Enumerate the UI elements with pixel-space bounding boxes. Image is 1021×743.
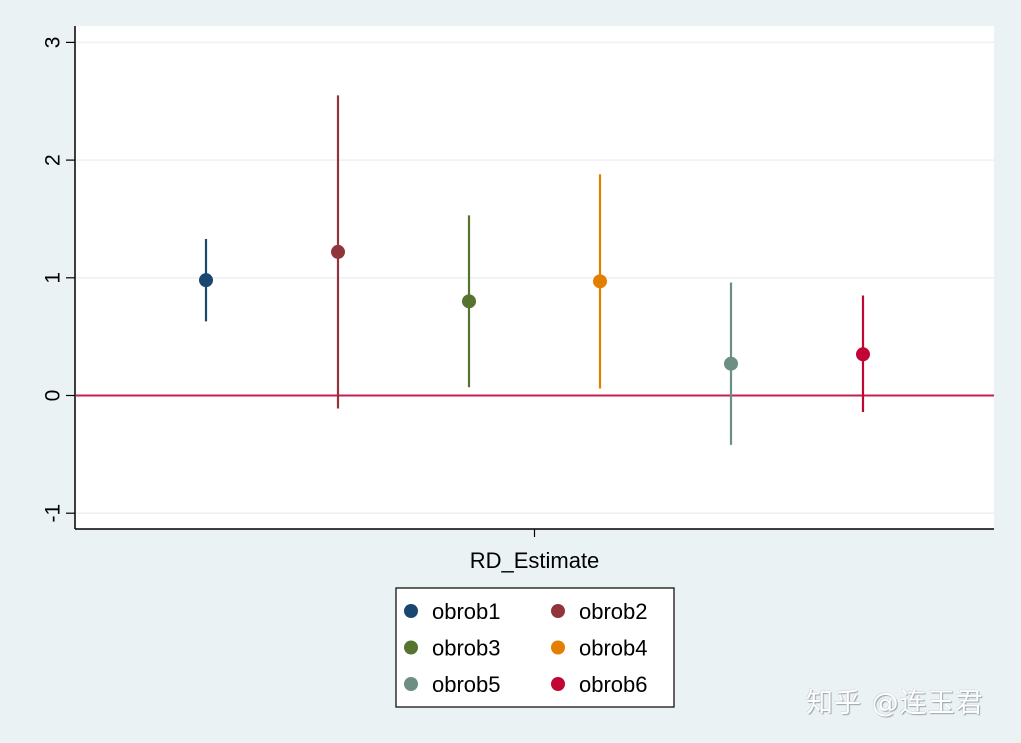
series-obrob6 [856, 295, 870, 412]
legend-label: obrob1 [432, 599, 501, 624]
series-obrob2 [331, 95, 345, 409]
point-estimate-marker [199, 273, 213, 288]
legend-label: obrob2 [579, 599, 648, 624]
y-tick-label: 2 [41, 154, 64, 166]
legend-label: obrob4 [579, 635, 648, 660]
legend-box [395, 587, 675, 708]
legend-marker-icon [404, 604, 418, 618]
legend-marker-icon [551, 640, 565, 655]
y-tick-label: 0 [41, 390, 64, 402]
legend-marker-icon [551, 677, 565, 691]
legend-label: obrob5 [432, 672, 501, 697]
y-axis-ticks: -1 0 1 2 3 [41, 37, 75, 523]
point-estimate-marker [593, 274, 607, 289]
series-obrob4 [593, 174, 607, 389]
legend-item-obrob3: obrob3 [404, 635, 501, 660]
series-obrob1 [199, 238, 213, 322]
legend-item-obrob5: obrob5 [404, 672, 501, 697]
y-tick-label: -1 [41, 504, 64, 523]
point-estimate-marker [331, 244, 345, 259]
point-estimate-marker [856, 347, 870, 362]
watermark: 知乎 @连玉君 [806, 688, 984, 719]
legend-label: obrob6 [579, 672, 648, 697]
legend-marker-icon [404, 640, 418, 655]
legend-item-obrob2: obrob2 [551, 599, 648, 624]
point-estimate-marker [462, 294, 476, 309]
legend-marker-icon [404, 677, 418, 691]
legend-item-obrob1: obrob1 [404, 599, 501, 624]
y-tick-label: 3 [41, 37, 64, 49]
legend-item-obrob4: obrob4 [551, 635, 648, 660]
x-axis-label: RD_Estimate [470, 548, 600, 573]
y-tick-label: 1 [41, 272, 64, 284]
series-obrob3 [462, 215, 476, 388]
legend-item-obrob6: obrob6 [551, 672, 648, 697]
legend-marker-icon [551, 604, 565, 618]
series-group [199, 95, 870, 445]
point-estimate-marker [724, 356, 738, 371]
legend-label: obrob3 [432, 635, 501, 660]
series-obrob5 [724, 282, 738, 445]
legend: obrob1 obrob2 obrob3 obrob4 obrob5 obrob6 [395, 587, 675, 708]
